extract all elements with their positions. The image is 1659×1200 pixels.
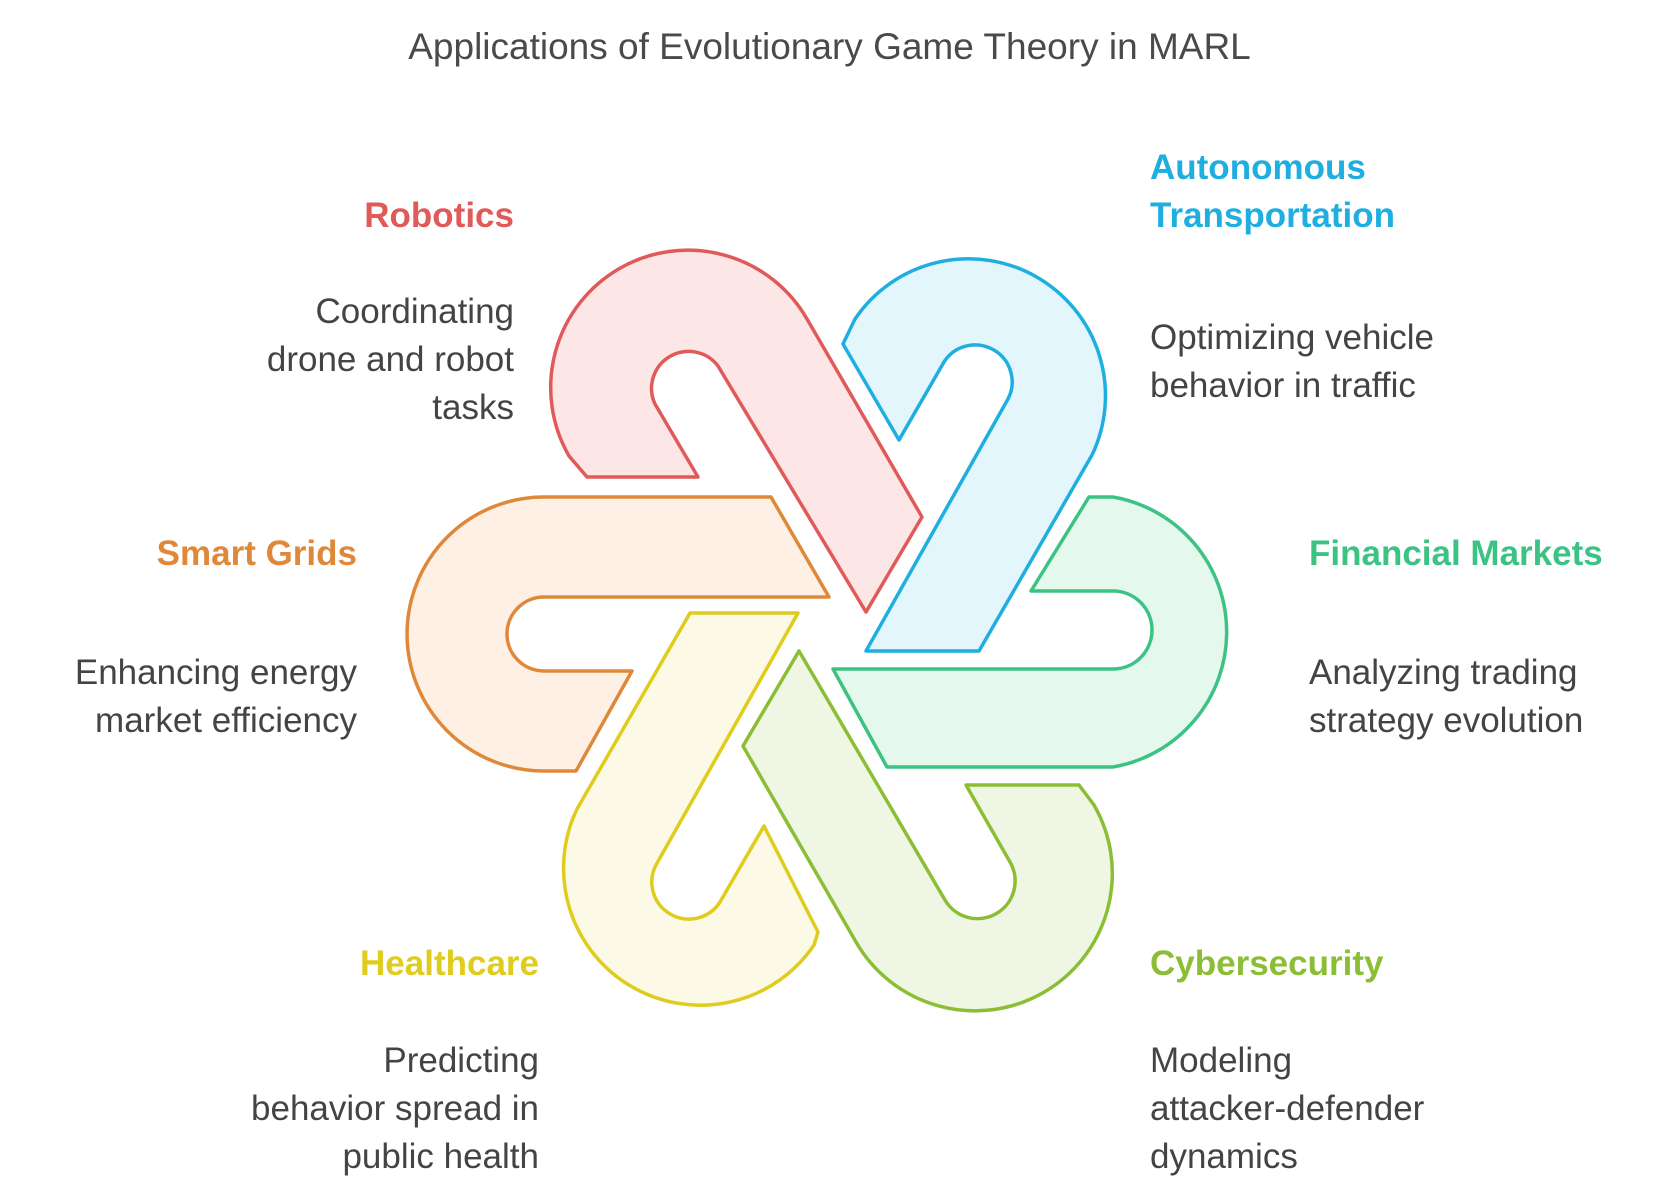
autonomous-segment <box>841 257 1108 653</box>
robotics-description: Coordinating drone and robot tasks <box>266 292 514 427</box>
healthcare-description: Predicting behavior spread in public hea… <box>251 1041 539 1176</box>
financial-heading: Financial Markets <box>1309 534 1603 573</box>
autonomous-description: Optimizing vehicle behavior in traffic <box>1150 318 1434 405</box>
smartgrids-segment <box>405 495 831 773</box>
cybersecurity-heading: Cybersecurity <box>1150 944 1384 983</box>
smartgrids-heading: Smart Grids <box>156 534 357 573</box>
financial-segment <box>831 495 1229 769</box>
healthcare-heading: Healthcare <box>360 944 539 983</box>
robotics-segment <box>549 248 924 614</box>
cybersecurity-segment <box>741 649 1114 1013</box>
financial-description: Analyzing trading strategy evolution <box>1309 653 1584 740</box>
smartgrids-description: Enhancing energy market efficiency <box>74 653 357 740</box>
robotics-heading: Robotics <box>364 196 514 235</box>
autonomous-heading: Autonomous Transportation <box>1150 148 1396 235</box>
healthcare-segment <box>561 611 820 1007</box>
diagram-title: Applications of Evolutionary Game Theory… <box>408 26 1251 67</box>
cybersecurity-description: Modeling attacker-defender dynamics <box>1150 1041 1425 1176</box>
